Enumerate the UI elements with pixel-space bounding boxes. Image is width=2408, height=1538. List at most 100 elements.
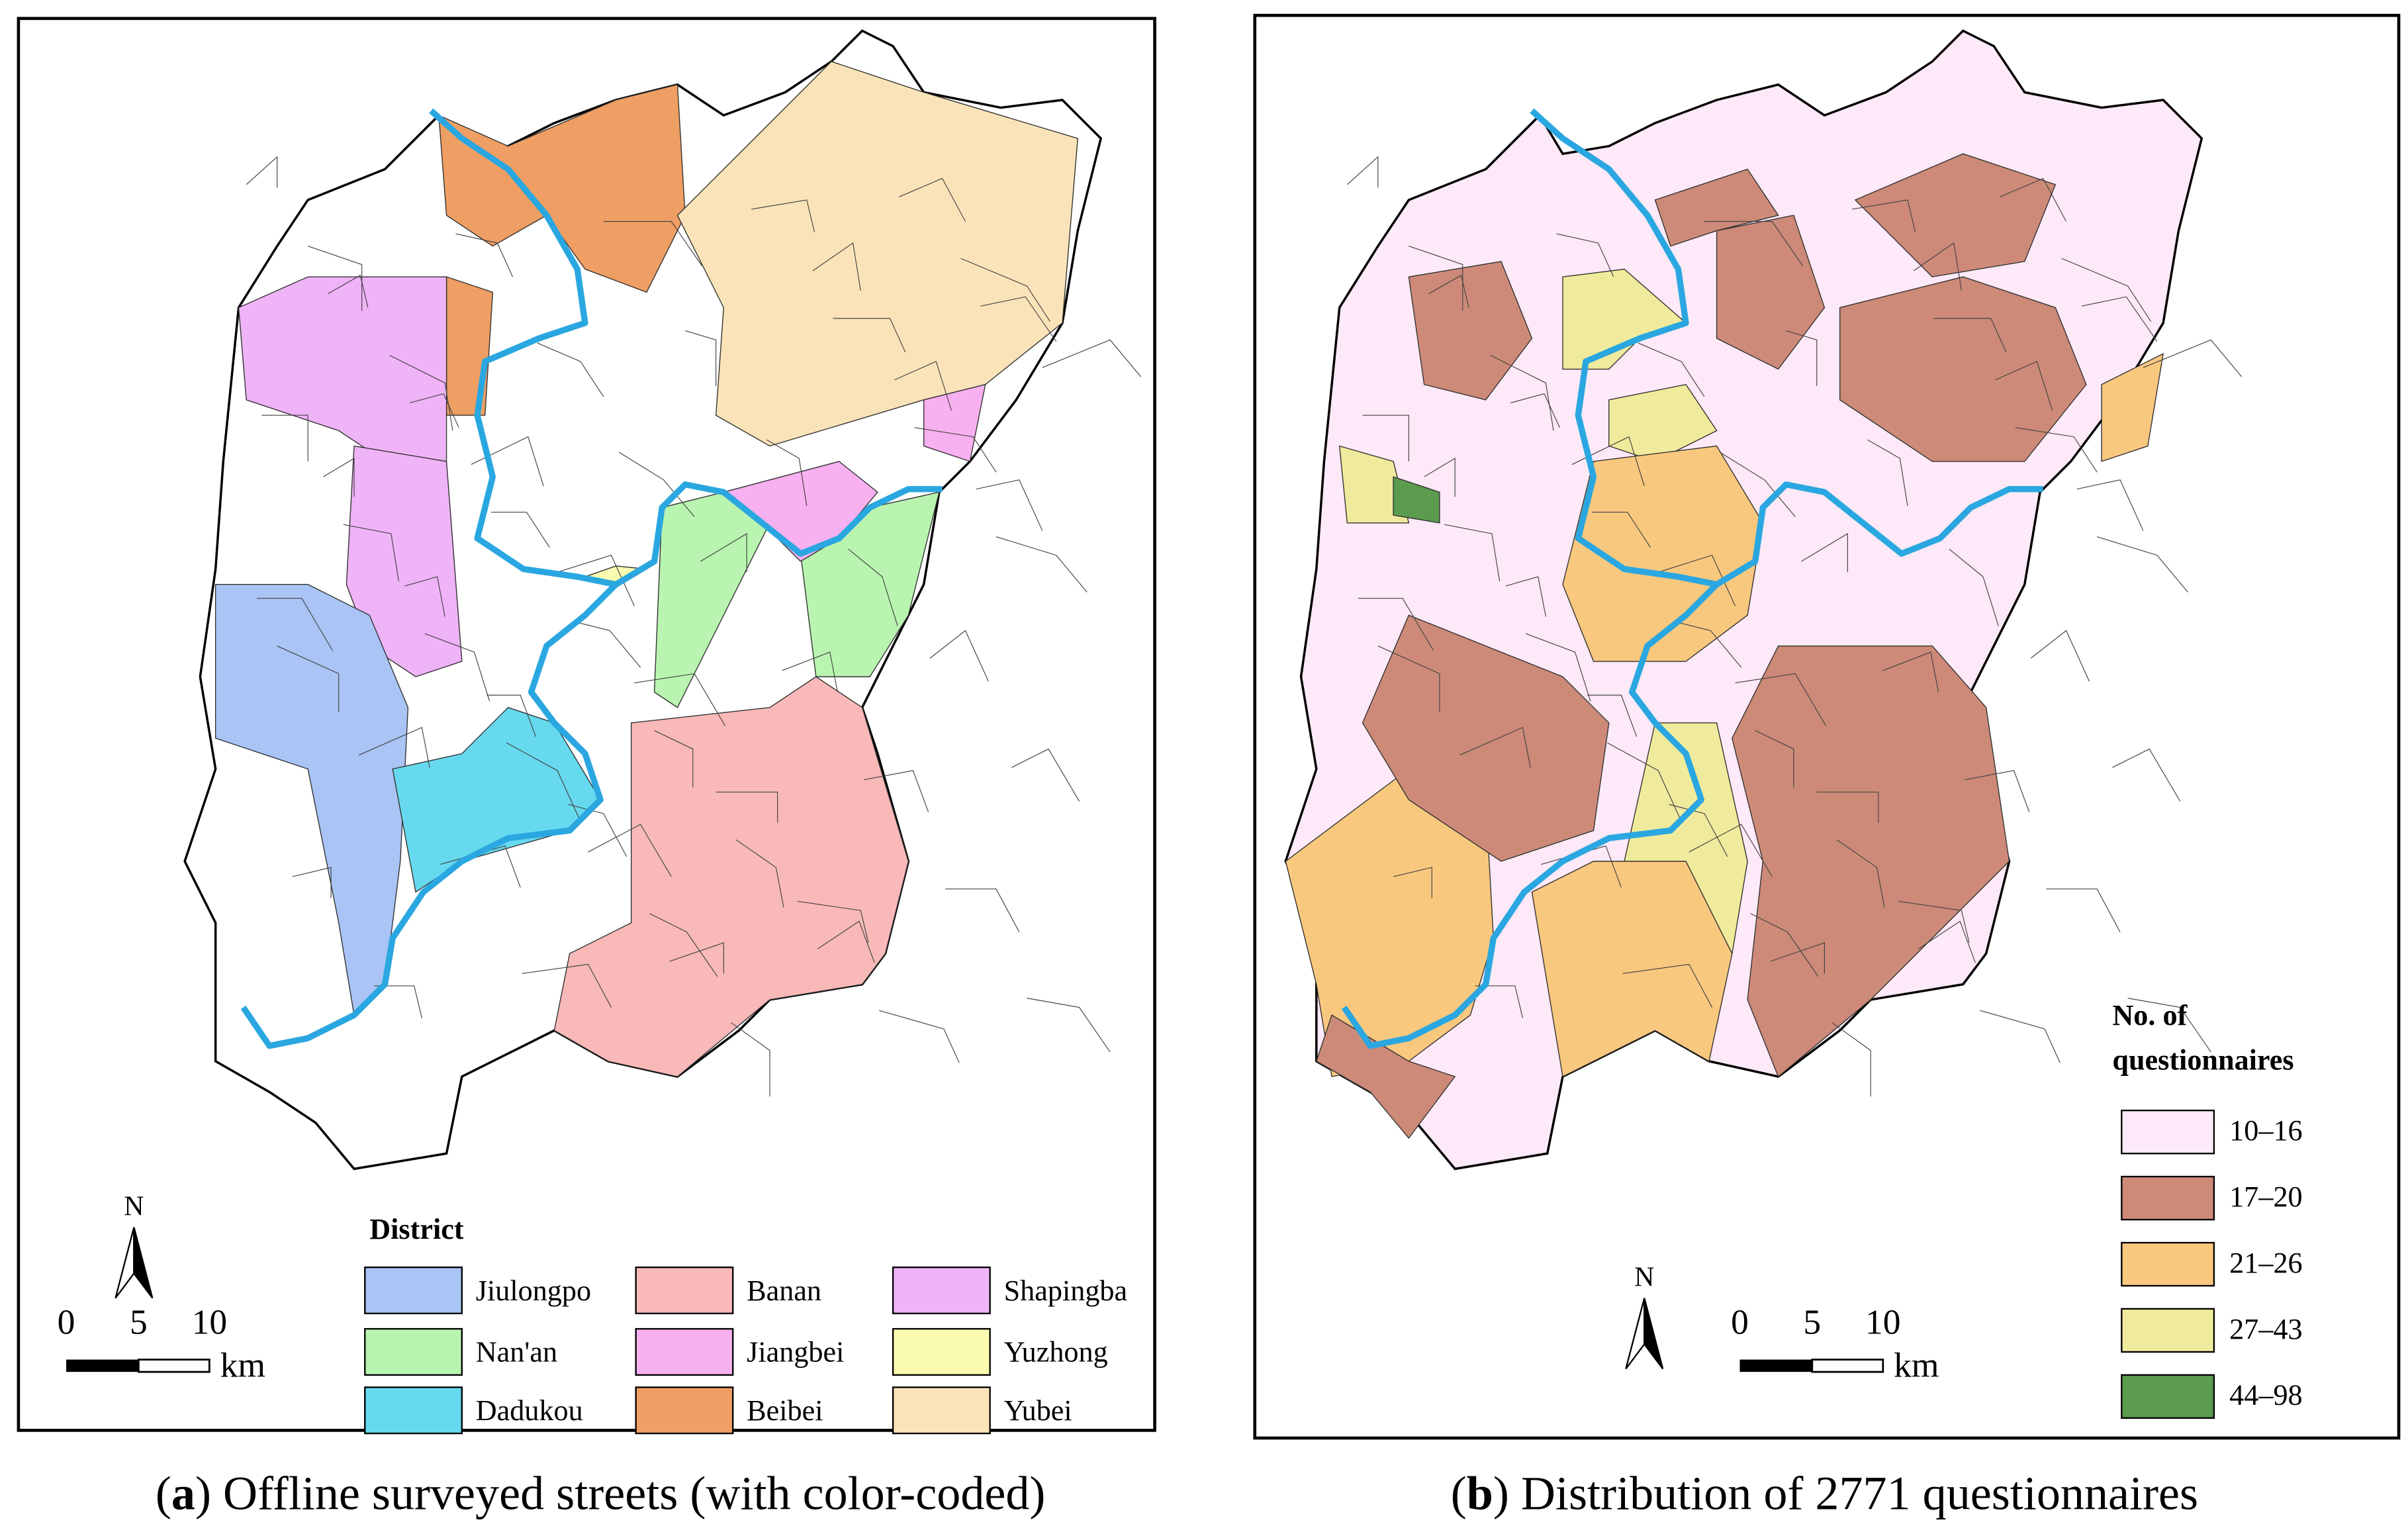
legend-swatch bbox=[892, 1266, 991, 1315]
street-boundary bbox=[848, 548, 898, 626]
street-boundary bbox=[1042, 339, 1142, 377]
scale-label: 5 bbox=[130, 1302, 148, 1342]
street-boundary bbox=[1592, 511, 1651, 548]
street-boundary bbox=[343, 524, 400, 582]
legend-swatch bbox=[2121, 1241, 2215, 1287]
street-boundary bbox=[1459, 726, 1531, 768]
map-a bbox=[183, 29, 1142, 1171]
street-boundary bbox=[1980, 1010, 2061, 1063]
street-boundary bbox=[1377, 646, 1440, 712]
legend-label: 27–43 bbox=[2229, 1313, 2302, 1345]
scale-unit: km bbox=[220, 1345, 265, 1385]
district bbox=[1338, 445, 1410, 524]
legend-label: 17–20 bbox=[2229, 1180, 2302, 1213]
north-arrow bbox=[1625, 1298, 1645, 1370]
legend-swatch bbox=[635, 1327, 734, 1376]
street-boundary bbox=[914, 427, 997, 473]
street-boundary bbox=[1510, 393, 1560, 428]
north-arrow bbox=[1644, 1298, 1664, 1370]
district bbox=[438, 83, 686, 293]
street-boundary bbox=[2096, 536, 2188, 593]
caption-open: ( bbox=[156, 1466, 171, 1519]
street-boundary bbox=[731, 1022, 770, 1097]
street-boundary bbox=[1653, 554, 1736, 606]
scale-bar bbox=[1811, 1359, 1884, 1373]
district bbox=[1315, 1014, 1456, 1139]
street-boundary bbox=[863, 770, 929, 812]
scale-bar bbox=[66, 1359, 139, 1372]
legend-label: Yubei bbox=[1004, 1394, 1072, 1427]
street-boundary bbox=[2081, 296, 2158, 342]
street-boundary bbox=[797, 900, 869, 943]
street-boundary bbox=[996, 536, 1088, 593]
caption-text: ) Offline surveyed streets (with color-c… bbox=[195, 1466, 1045, 1519]
legend-label: 10–16 bbox=[2229, 1114, 2302, 1147]
scale-unit: km bbox=[1894, 1345, 1939, 1385]
legend-swatch bbox=[2121, 1175, 2215, 1221]
legend-label: 44–98 bbox=[2229, 1379, 2302, 1412]
street-boundary bbox=[1556, 233, 1614, 277]
legend-swatch bbox=[635, 1386, 734, 1435]
street-boundary bbox=[1490, 355, 1554, 431]
street-boundary bbox=[1786, 330, 1818, 387]
map-b bbox=[1284, 29, 2243, 1171]
district bbox=[1839, 276, 2087, 462]
street-boundary bbox=[751, 199, 815, 232]
street-boundary bbox=[1735, 673, 1827, 726]
district bbox=[923, 383, 986, 462]
caption-text: ) Distribution of 2771 questionnaires bbox=[1493, 1466, 2198, 1519]
district bbox=[1732, 645, 2010, 1078]
scale-bar bbox=[137, 1359, 210, 1373]
legend-swatch bbox=[364, 1266, 463, 1315]
street-boundary bbox=[424, 633, 490, 702]
street-boundary bbox=[2046, 889, 2121, 933]
street-boundary bbox=[960, 258, 1050, 322]
street-boundary bbox=[1882, 651, 1939, 693]
street-boundary bbox=[257, 598, 333, 651]
street-boundary bbox=[1011, 748, 1080, 802]
scale-label: 0 bbox=[1731, 1302, 1749, 1342]
street-boundary bbox=[277, 646, 340, 712]
street-boundary bbox=[506, 742, 581, 822]
river bbox=[1341, 582, 1719, 1049]
street-boundary bbox=[491, 511, 550, 548]
district bbox=[1362, 614, 1610, 862]
legend-label: Shapingba bbox=[1004, 1274, 1128, 1307]
street-boundary bbox=[1622, 963, 1713, 1008]
street-boundary bbox=[700, 533, 747, 573]
street-boundary bbox=[1867, 439, 1908, 506]
street-boundary bbox=[1836, 839, 1885, 908]
street-boundary bbox=[649, 913, 718, 977]
street-boundary bbox=[1770, 942, 1825, 974]
street-boundary bbox=[2143, 339, 2243, 377]
scale-label: 5 bbox=[1803, 1302, 1821, 1342]
scale-bar bbox=[1739, 1359, 1812, 1372]
legend-label: Nan'an bbox=[476, 1336, 557, 1369]
panel-b-frame bbox=[1253, 13, 2401, 1440]
district bbox=[1654, 168, 1779, 247]
street-boundary bbox=[1607, 742, 1682, 822]
legend-swatch bbox=[2121, 1110, 2215, 1155]
legend-label: Dadukou bbox=[476, 1394, 583, 1427]
street-boundary bbox=[894, 361, 952, 411]
street-boundary bbox=[1673, 620, 1742, 668]
river bbox=[429, 108, 943, 588]
street-boundary bbox=[573, 620, 641, 668]
legend-label: Beibei bbox=[747, 1394, 823, 1427]
street-boundary bbox=[308, 246, 363, 311]
caption-a: (a) Offline surveyed streets (with color… bbox=[156, 1466, 1046, 1519]
street-boundary bbox=[976, 479, 1043, 531]
legend-swatch bbox=[2121, 1374, 2215, 1419]
street-boundary bbox=[980, 296, 1057, 342]
north-label: N bbox=[1634, 1262, 1654, 1292]
legend-label: Jiulongpo bbox=[476, 1274, 591, 1307]
street-boundary bbox=[537, 342, 604, 397]
legend-label: Yuzhong bbox=[1004, 1336, 1108, 1369]
street-boundary bbox=[409, 393, 459, 428]
street-boundary bbox=[833, 318, 906, 353]
street-boundary bbox=[1525, 633, 1591, 702]
street-boundary bbox=[2015, 427, 2098, 473]
street-boundary bbox=[1898, 900, 1970, 943]
street-boundary bbox=[1393, 867, 1432, 898]
legend-swatch bbox=[635, 1266, 734, 1315]
